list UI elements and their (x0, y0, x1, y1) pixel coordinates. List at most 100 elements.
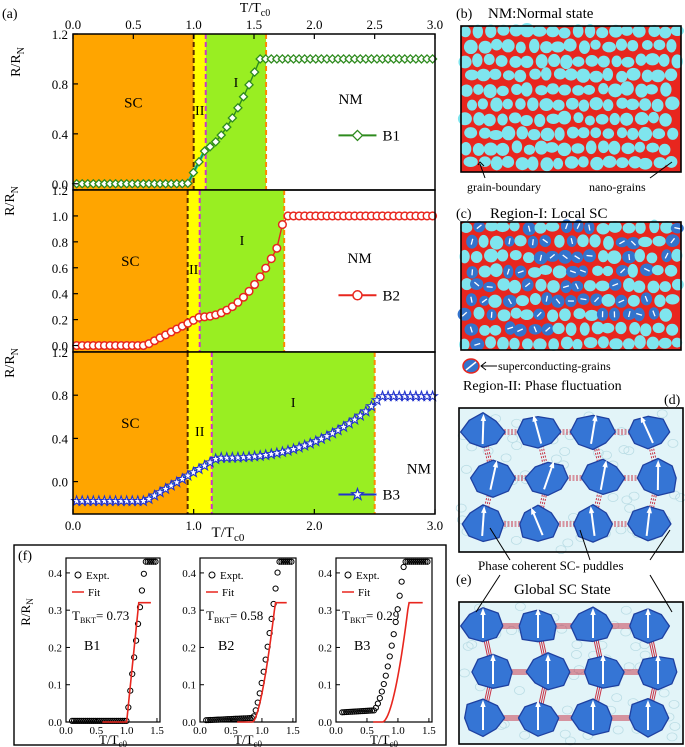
nano-grain (622, 222, 636, 234)
nano-grain (514, 235, 527, 247)
nano-grain (620, 25, 633, 36)
nano-grain (554, 127, 565, 141)
nano-grain (578, 40, 590, 55)
panel-c: (c) Region-I: Local SC superconducting-g… (456, 206, 684, 374)
nano-grain (598, 250, 609, 263)
data-point (216, 130, 227, 141)
sc-phase-line (473, 281, 480, 287)
fit-data-point (406, 558, 413, 565)
data-point (426, 389, 439, 402)
nano-grain (573, 308, 586, 320)
nano-grain (463, 39, 478, 55)
panel-e-frame (458, 601, 684, 745)
nano-grain (539, 265, 553, 276)
fit-data-point (349, 708, 356, 715)
fit-data-point (224, 716, 232, 723)
phase-arrowhead (602, 460, 608, 468)
fit-data-point (82, 717, 89, 724)
region-label-sc: SC (121, 416, 139, 432)
fit-data-point (378, 688, 385, 695)
bg-grain (623, 662, 635, 672)
nano-grain (635, 53, 647, 66)
nano-grain (646, 252, 658, 264)
nano-grain (632, 24, 646, 38)
fit-data-point (236, 715, 243, 722)
fit-data-point (88, 717, 95, 724)
fit-axes-frame (65, 557, 161, 723)
nano-grain (489, 235, 504, 250)
nano-grain (592, 265, 604, 276)
nano-grain (552, 157, 564, 170)
nano-grain (546, 83, 559, 95)
data-point (210, 136, 221, 147)
phase-arrowhead (480, 700, 486, 707)
fit-data-point (94, 717, 101, 724)
nano-grain (520, 82, 533, 97)
nano-grain (511, 140, 523, 154)
puddle-pointer (489, 527, 511, 561)
data-point (266, 254, 276, 264)
nano-grain (638, 157, 653, 170)
fit-xtick-label: 1.0 (120, 725, 134, 737)
bg-grain (551, 454, 562, 464)
fit-xtick-label: 1.0 (255, 725, 269, 737)
region-label-i: I (240, 234, 245, 249)
phase-arrow (543, 464, 554, 490)
nano-grain (479, 325, 491, 336)
nano-grain (608, 83, 623, 98)
fit-xtick-label: 0.5 (89, 725, 103, 737)
fit-sample-label: B3 (354, 639, 370, 654)
grain-boundary-label: grain-boundary (467, 180, 541, 194)
nano-grain (545, 221, 560, 232)
bg-grain (510, 535, 522, 545)
panel-d-label: (d) (664, 393, 681, 408)
fit-legend-expt: Expt. (86, 570, 110, 582)
sc-phase-line (506, 268, 510, 275)
fit-data-point (238, 715, 245, 722)
nano-grain (642, 40, 653, 51)
region-label-ii: II (195, 425, 205, 440)
fit-data-point (70, 717, 78, 724)
nano-grain (546, 26, 560, 38)
fit-data-point (396, 592, 403, 599)
nano-grain (666, 39, 677, 53)
ytick-label: 0.0 (52, 177, 68, 192)
fit-data-point (242, 715, 249, 722)
fit-data-point (358, 708, 366, 715)
fit-data-point (214, 716, 222, 723)
fit-data-point (222, 716, 230, 723)
nano-grain (634, 248, 646, 263)
nano-grain (540, 127, 555, 142)
nano-grain (629, 321, 641, 335)
sc-grain-legend-arrowhead (480, 361, 487, 371)
fit-data-point (352, 708, 360, 715)
fit-data-point (268, 615, 275, 622)
nano-grain (627, 263, 638, 278)
bg-grain (669, 721, 681, 731)
fit-data-point (138, 587, 146, 594)
xlabel-bottom-sub: c0 (234, 532, 245, 544)
sc-grain-legend-line (465, 361, 477, 371)
data-point (244, 79, 254, 90)
nano-grain (572, 85, 585, 96)
nano-grain (623, 277, 635, 292)
grain-boundary-arrow (477, 161, 485, 167)
xlabel-top-sub: c0 (261, 8, 270, 19)
nano-grain (501, 125, 516, 141)
data-point (277, 220, 287, 230)
sc-phase-line (576, 223, 581, 230)
fit-data-point (232, 715, 240, 722)
fit-ytick-label: 0.1 (318, 680, 332, 692)
nano-grain (472, 24, 484, 39)
fit-data-point (374, 700, 381, 707)
region-label-i: I (291, 396, 296, 411)
nano-grain (648, 24, 661, 38)
nano-grain (483, 53, 495, 66)
fit-data-point (402, 558, 409, 565)
ytick-label: 0.0 (52, 475, 68, 490)
nano-grain (497, 249, 509, 262)
xtick-label: 1.5 (246, 17, 262, 32)
nano-grain (627, 294, 640, 307)
nano-grain (620, 81, 634, 96)
nano-grain (534, 140, 548, 155)
